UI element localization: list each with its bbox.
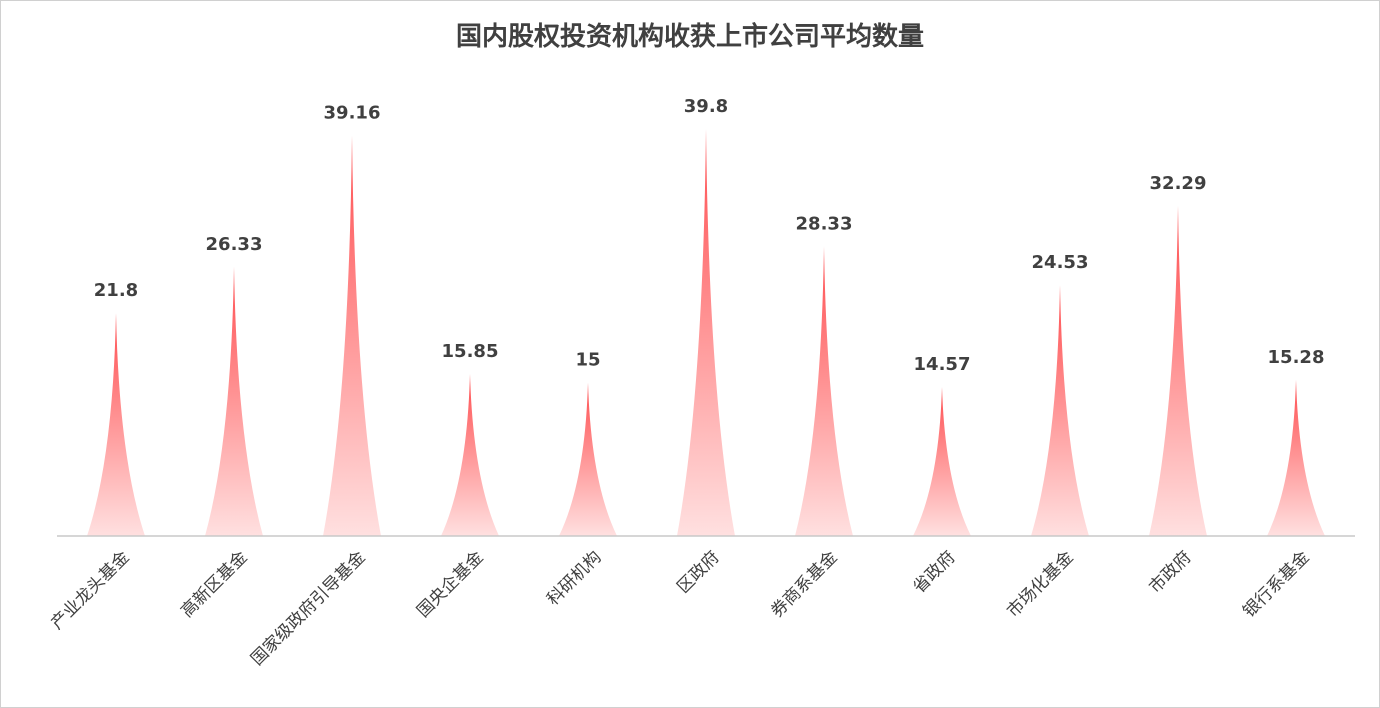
x-tick-label: 科研机构: [543, 547, 605, 609]
x-tick-label: 高新区基金: [177, 547, 251, 621]
bar-peak: [677, 129, 735, 537]
data-label: 24.53: [1032, 252, 1089, 273]
bar-peak: [913, 387, 971, 536]
data-label: 21.8: [94, 280, 138, 301]
data-label: 39.8: [684, 96, 728, 117]
x-tick-label: 市政府: [1145, 547, 1195, 597]
bar-peak: [559, 382, 617, 536]
bar-peak: [205, 266, 263, 536]
data-label: 15: [575, 350, 600, 371]
bar-peak: [1149, 205, 1207, 536]
data-label: 26.33: [206, 234, 263, 255]
x-tick-label: 国央企基金: [413, 547, 487, 621]
x-tick-label: 银行系基金: [1239, 547, 1313, 621]
x-tick-label: 产业龙头基金: [47, 547, 133, 633]
data-label: 15.28: [1268, 347, 1325, 368]
data-label: 14.57: [914, 354, 971, 375]
x-tick-label: 国家级政府引导基金: [247, 547, 369, 669]
chart-title: 国内股权投资机构收获上市公司平均数量: [455, 22, 924, 52]
x-tick-label: 区政府: [673, 547, 723, 597]
bar-peak: [1031, 285, 1089, 536]
bar-peak: [323, 135, 381, 537]
x-tick-label: 省政府: [909, 547, 959, 597]
x-tick-label: 券商系基金: [767, 547, 841, 621]
data-label: 39.16: [324, 103, 381, 124]
bar-peak: [1267, 379, 1325, 536]
x-tick-label: 市场化基金: [1003, 547, 1077, 621]
data-label: 28.33: [796, 213, 853, 234]
chart-marks: 21.8 产业龙头基金 26.33 高新区基金 39.16 国家级政府引导基金 15.85 国…: [47, 96, 1325, 670]
bar-peak: [441, 373, 499, 536]
data-label: 15.85: [442, 341, 499, 362]
data-label: 32.29: [1150, 173, 1207, 194]
bar-peak: [795, 246, 853, 536]
bar-peak: [87, 313, 145, 536]
